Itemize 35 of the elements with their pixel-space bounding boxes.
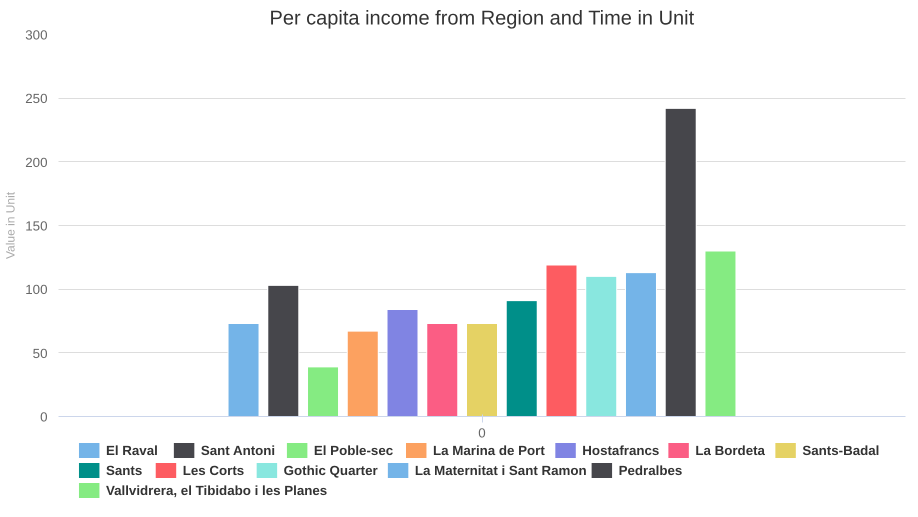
legend-label: Les Corts (182, 463, 244, 478)
legend-label: Gothic Quarter (284, 463, 378, 478)
y-axis-title: Value in Unit (3, 191, 18, 260)
bar (506, 300, 538, 416)
y-tick-label: 50 (32, 346, 48, 361)
bar (545, 264, 578, 416)
legend-label: La Bordeta (695, 443, 766, 458)
y-tick-label: 300 (25, 28, 48, 42)
bar (624, 272, 657, 416)
legend-label: Pedralbes (618, 463, 682, 478)
y-tick-label: 100 (25, 282, 48, 298)
legend-label: La Marina de Port (432, 443, 546, 458)
legend-label: Sants-Badal (802, 443, 880, 458)
bar (664, 108, 697, 416)
legend-label: La Maternitat i Sant Ramon (414, 463, 587, 478)
bar (228, 323, 260, 416)
legend-label: Vallvidrera, el Tibidabo i les Planes (106, 483, 328, 498)
legend-label: Sant Antoni (200, 443, 276, 458)
bar (307, 366, 340, 416)
bar (585, 276, 618, 416)
y-tick-label: 0 (40, 410, 48, 424)
bar (466, 323, 498, 416)
chart-title: Per capita income from Region and Time in Unit (270, 8, 695, 30)
bar (386, 309, 419, 416)
bar (426, 323, 458, 416)
bar (704, 250, 736, 416)
bar (346, 330, 379, 416)
y-tick-label: 150 (25, 218, 48, 234)
bar (267, 284, 300, 416)
y-tick-label: 200 (25, 154, 48, 170)
legend-label: Hostafrancs (582, 443, 660, 458)
y-tick-label: 250 (25, 91, 48, 106)
legend-label: El Raval (106, 443, 158, 458)
legend-label: Sants (106, 463, 142, 478)
legend-label: El Poble-sec (314, 443, 394, 458)
